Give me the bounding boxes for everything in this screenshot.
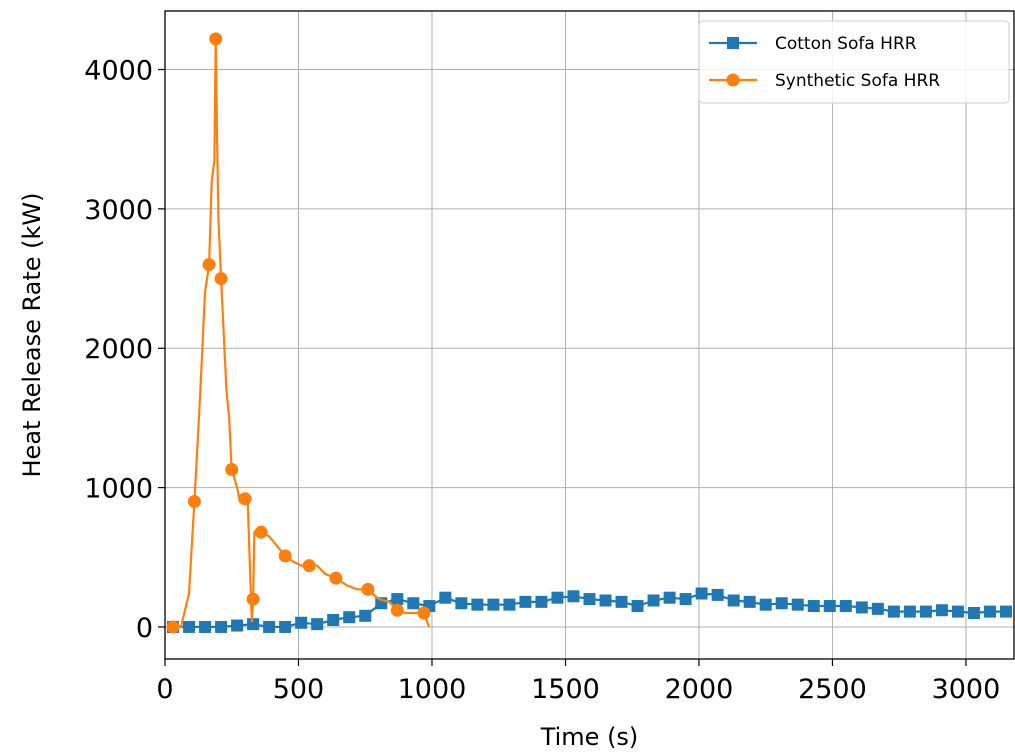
data-point xyxy=(215,620,228,633)
legend-marker xyxy=(727,37,739,49)
data-point xyxy=(791,598,804,611)
data-point xyxy=(983,605,996,618)
x-tick-label: 2000 xyxy=(665,674,734,705)
x-tick-label: 0 xyxy=(156,674,173,705)
series-line-synthetic xyxy=(173,37,431,629)
y-tick-label: 3000 xyxy=(84,195,153,226)
axis-ticks: 0 500 1000 1500 2000 2500 3000 0 1000 2000 3000 400… xyxy=(84,56,1000,705)
legend-entry-synthetic: Synthetic Sofa HRR xyxy=(709,71,940,91)
data-point xyxy=(263,620,276,633)
data-point xyxy=(583,593,596,606)
data-point xyxy=(711,588,724,601)
data-point xyxy=(631,600,644,613)
series-synthetic xyxy=(166,32,431,634)
legend-label: Synthetic Sofa HRR xyxy=(775,71,940,91)
data-point xyxy=(329,571,343,585)
y-tick-label: 2000 xyxy=(84,334,153,365)
data-point xyxy=(390,603,404,617)
legend-box xyxy=(698,20,1010,104)
y-tick-label: 4000 xyxy=(84,56,153,87)
data-point xyxy=(417,606,431,620)
x-tick-label: 1000 xyxy=(398,674,467,705)
data-point xyxy=(567,590,580,603)
data-point xyxy=(279,620,292,633)
data-point xyxy=(455,597,468,610)
data-point xyxy=(246,592,260,606)
data-point xyxy=(807,600,820,613)
x-tick-label: 2500 xyxy=(798,674,867,705)
data-point xyxy=(727,594,740,607)
plot-area-frame xyxy=(164,10,1015,660)
y-tick-label: 0 xyxy=(136,613,153,644)
data-point xyxy=(967,607,980,620)
data-point xyxy=(887,605,900,618)
series-cotton xyxy=(167,587,1012,633)
data-point xyxy=(209,32,223,46)
data-point xyxy=(951,605,964,618)
data-point xyxy=(361,582,375,596)
data-point xyxy=(903,605,916,618)
x-axis-label: Time (s) xyxy=(540,723,639,751)
x-tick-label: 500 xyxy=(273,674,325,705)
data-point xyxy=(343,611,356,624)
series-layer xyxy=(166,32,1012,634)
data-point xyxy=(487,598,500,611)
data-point xyxy=(247,618,260,631)
data-point xyxy=(295,616,308,629)
data-point xyxy=(471,598,484,611)
grid-lines xyxy=(164,11,1014,659)
data-point xyxy=(199,620,212,633)
data-point xyxy=(231,619,244,632)
data-point xyxy=(225,462,239,476)
legend-entry-cotton: Cotton Sofa HRR xyxy=(709,34,917,54)
data-point xyxy=(535,595,548,608)
y-tick-label: 1000 xyxy=(84,474,153,505)
y-axis-label: Heat Release Rate (kW) xyxy=(18,193,46,478)
data-point xyxy=(919,605,932,618)
data-point xyxy=(183,620,196,633)
data-point xyxy=(202,258,216,272)
data-point xyxy=(663,591,676,604)
data-point xyxy=(871,602,884,615)
data-point xyxy=(855,601,868,614)
data-point xyxy=(823,600,836,613)
data-point xyxy=(743,595,756,608)
data-point xyxy=(302,559,316,573)
data-point xyxy=(759,598,772,611)
data-point xyxy=(391,593,404,606)
data-point xyxy=(647,594,660,607)
data-point xyxy=(695,587,708,600)
data-point xyxy=(679,593,692,606)
data-point xyxy=(599,594,612,607)
data-point xyxy=(327,613,340,626)
x-tick-label: 3000 xyxy=(932,674,1001,705)
data-point xyxy=(519,595,532,608)
data-point xyxy=(278,549,292,563)
data-point xyxy=(551,591,564,604)
data-point xyxy=(615,595,628,608)
data-point xyxy=(503,598,516,611)
data-point xyxy=(254,525,268,539)
x-tick-label: 1500 xyxy=(531,674,600,705)
data-point xyxy=(359,609,372,622)
data-point xyxy=(407,597,420,610)
data-point xyxy=(935,604,948,617)
data-point xyxy=(187,495,201,509)
data-point xyxy=(999,605,1012,618)
data-point xyxy=(214,272,228,286)
legend-marker xyxy=(726,73,740,87)
data-point xyxy=(775,597,788,610)
legend-label: Cotton Sofa HRR xyxy=(775,34,917,54)
data-point xyxy=(839,600,852,613)
legend: Cotton Sofa HRR Synthetic Sofa HRR xyxy=(698,20,1010,104)
data-point xyxy=(238,492,252,506)
data-point xyxy=(311,618,324,631)
data-point xyxy=(166,620,180,634)
data-point xyxy=(439,591,452,604)
